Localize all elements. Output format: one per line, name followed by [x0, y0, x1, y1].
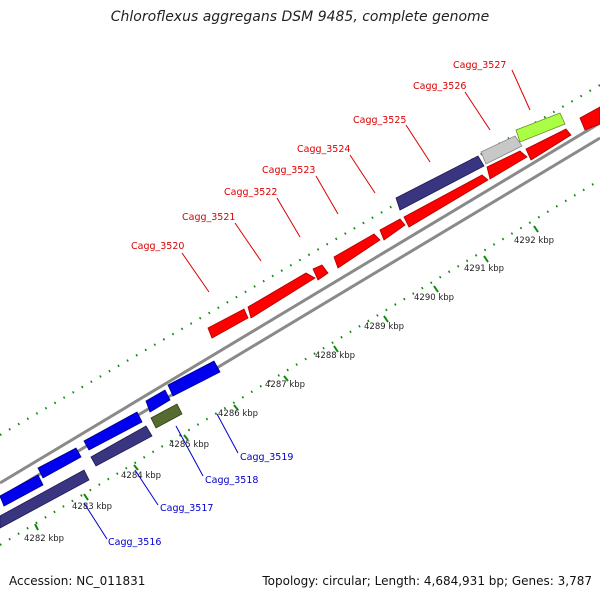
tick-label: 4287 kbp	[265, 380, 305, 390]
gene-label[interactable]: Cagg_3518	[205, 475, 258, 486]
forward-features	[207, 106, 600, 339]
gene-feature[interactable]	[312, 264, 329, 281]
gene-feature[interactable]	[486, 150, 528, 180]
gene-feature[interactable]	[145, 389, 171, 413]
inner-dotted-track	[0, 179, 600, 546]
gene-label[interactable]: Cagg_3523	[262, 165, 315, 176]
gene-label[interactable]: Cagg_3527	[453, 60, 506, 71]
tick-label: 4285 kbp	[169, 440, 209, 450]
tick-label: 4283 kbp	[72, 502, 112, 512]
tick-label: 4291 kbp	[464, 264, 504, 274]
tick-label: 4290 kbp	[414, 293, 454, 303]
map-title: Chloroflexus aggregans DSM 9485, complet…	[110, 9, 490, 25]
gene-feature[interactable]	[150, 403, 183, 429]
accession-text: Accession: NC_011831	[9, 574, 146, 588]
gene-feature[interactable]	[83, 411, 143, 451]
gene-feature[interactable]	[90, 425, 153, 467]
gene-label[interactable]: Cagg_3522	[224, 187, 277, 198]
tick-label: 4288 kbp	[315, 351, 355, 361]
gene-label[interactable]: Cagg_3516	[108, 537, 161, 548]
gene-label[interactable]: Cagg_3520	[131, 241, 184, 252]
scale-ticks: 4282 kbp 4283 kbp 4284 kbp 4285 kbp 4286…	[24, 225, 554, 544]
tick-label: 4282 kbp	[24, 534, 64, 544]
gene-label[interactable]: Cagg_3519	[240, 452, 293, 463]
gene-feature[interactable]	[403, 174, 489, 228]
gene-feature[interactable]	[333, 233, 381, 269]
gene-label[interactable]: Cagg_3524	[297, 144, 350, 155]
gene-label[interactable]: Cagg_3521	[182, 212, 235, 223]
gene-feature[interactable]	[480, 135, 523, 165]
gene-label[interactable]: Cagg_3525	[353, 115, 406, 126]
gene-feature[interactable]	[167, 360, 221, 397]
gene-feature[interactable]	[247, 272, 316, 319]
gene-feature[interactable]	[379, 218, 406, 241]
reverse-gene-labels: Cagg_3516 Cagg_3517 Cagg_3518 Cagg_3519	[83, 413, 293, 548]
gene-feature[interactable]	[37, 447, 82, 479]
gene-feature[interactable]	[395, 155, 485, 211]
tick-label: 4286 kbp	[218, 409, 258, 419]
topology-text: Topology: circular; Length: 4,684,931 bp…	[262, 574, 592, 588]
gene-feature[interactable]	[515, 112, 566, 143]
gene-feature[interactable]	[0, 474, 44, 507]
reverse-features	[0, 360, 221, 529]
tick-label: 4289 kbp	[364, 322, 404, 332]
gene-feature[interactable]	[579, 106, 600, 131]
gene-feature[interactable]	[207, 308, 249, 339]
tick-label: 4292 kbp	[514, 236, 554, 246]
gene-feature[interactable]	[525, 128, 572, 161]
gene-feature[interactable]	[0, 469, 90, 529]
gene-label[interactable]: Cagg_3526	[413, 81, 466, 92]
gene-label[interactable]: Cagg_3517	[160, 503, 213, 514]
tick-label: 4284 kbp	[121, 471, 161, 481]
forward-gene-labels: Cagg_3520 Cagg_3521 Cagg_3522 Cagg_3523 …	[131, 60, 531, 293]
